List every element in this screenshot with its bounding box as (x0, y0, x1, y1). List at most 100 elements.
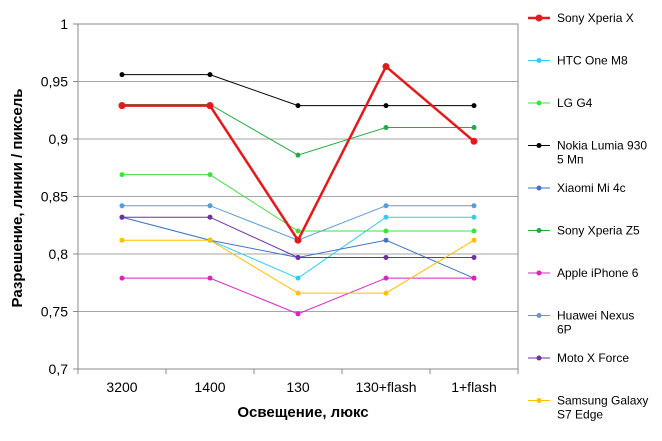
data-point (295, 228, 301, 234)
data-point (471, 103, 477, 109)
data-point (383, 290, 389, 296)
series-line (121, 216, 474, 279)
legend-item: Xiaomi Mi 4c (528, 181, 626, 195)
series-sony-xperia-x (118, 63, 478, 244)
data-point (471, 228, 477, 234)
y-tick-label: 0,85 (41, 189, 68, 205)
data-point (470, 137, 478, 145)
series-line (122, 205, 474, 241)
y-tick-labels: 0,7 0,75 0,8 0,85 0,9 0,95 1 (41, 16, 68, 377)
data-point (119, 203, 125, 209)
y-tick-label: 0,95 (41, 74, 68, 90)
legend-label: HTC One M8 (557, 54, 628, 68)
data-point (207, 275, 213, 281)
legend-swatch-marker (535, 14, 543, 22)
x-tick-label: 1+flash (451, 379, 497, 395)
data-point (118, 102, 126, 110)
y-tick-label: 1 (60, 16, 68, 32)
x-axis-title: Освещение, люкс (237, 404, 368, 421)
data-point (471, 254, 477, 260)
legend-item: Apple iPhone 6 (528, 266, 639, 280)
data-point (383, 103, 389, 109)
data-point (383, 203, 389, 209)
legend-label: Xiaomi Mi 4c (557, 181, 626, 195)
legend-label: LG G4 (557, 96, 593, 110)
y-axis-title: Разрешение, линии / пиксель (9, 89, 26, 308)
data-point (471, 237, 477, 243)
plot-area (77, 23, 519, 370)
x-tick-label: 130 (286, 379, 310, 395)
data-point (207, 237, 213, 243)
y-tick-label: 0,8 (49, 246, 69, 262)
series-line (122, 104, 474, 156)
legend-item: LG G4 (528, 96, 593, 110)
legend-label: 6P (557, 323, 572, 337)
legend-swatch-marker (536, 398, 542, 403)
legend-item: HTC One M8 (528, 54, 628, 68)
data-point (471, 214, 477, 220)
series-moto-x-force (119, 214, 477, 260)
data-point (206, 102, 214, 110)
data-point (383, 125, 389, 130)
series-line (122, 277, 474, 315)
legend-swatch-marker (536, 143, 542, 148)
series-line (122, 74, 474, 107)
data-point (383, 237, 389, 243)
legend-label: Huawei Nexus (557, 309, 634, 323)
series-lines (118, 63, 478, 317)
legend-swatch-marker (536, 355, 542, 361)
data-point (383, 254, 389, 260)
legend-swatch-marker (536, 58, 542, 63)
legend-label: Sony Xperia X (557, 11, 634, 25)
legend-label: Samsung Galaxy (557, 394, 648, 408)
legend-label: 5 Мп (557, 153, 584, 167)
legend-item: Sony Xperia Z5 (528, 224, 640, 238)
series-lg-g4 (119, 172, 477, 234)
series-sony-xperia-z5 (119, 102, 477, 158)
series-apple-iphone-6 (119, 275, 477, 317)
y-tick-label: 0,75 (41, 304, 68, 320)
legend-label: Moto X Force (557, 351, 629, 365)
data-point (383, 228, 389, 234)
data-point (471, 275, 477, 281)
x-tick-label: 130+flash (355, 379, 416, 395)
data-point (119, 237, 125, 243)
data-point (119, 172, 125, 178)
axes (73, 23, 519, 374)
legend-swatch-marker (536, 100, 542, 106)
data-point (382, 63, 390, 71)
legend-swatch-marker (536, 228, 542, 233)
legend: Sony Xperia X HTC One M8 LG G4 Nokia Lumia … (528, 11, 648, 422)
data-point (119, 72, 125, 78)
legend-swatch-marker (536, 313, 542, 318)
legend-item: Moto X Force (528, 351, 629, 365)
x-tick-label: 3200 (106, 379, 137, 395)
legend-swatch-marker (536, 270, 542, 276)
series-line (122, 174, 474, 232)
data-point (383, 214, 389, 220)
legend-label: Sony Xperia Z5 (557, 224, 640, 238)
series-samsung-galaxy-s7-edge (119, 237, 477, 296)
data-point (295, 311, 301, 317)
data-point (119, 214, 125, 220)
data-point (295, 290, 301, 296)
data-point (295, 152, 301, 158)
data-point (119, 275, 125, 281)
data-point (207, 214, 213, 220)
series-nokia-lumia-930-5-мп (119, 72, 477, 109)
series-line (122, 239, 475, 294)
legend-swatch-marker (536, 185, 542, 191)
gridlines (78, 23, 518, 370)
data-point (295, 275, 301, 281)
data-point (295, 103, 301, 109)
series-line (121, 216, 475, 279)
data-point (207, 72, 213, 78)
y-tick-label: 0,7 (49, 361, 69, 377)
legend-item: Sony Xperia X (528, 11, 634, 25)
x-tick-labels: 3200 1400 130 130+flash 1+flash (106, 379, 496, 395)
x-tick-label: 1400 (194, 379, 225, 395)
data-point (295, 254, 301, 260)
